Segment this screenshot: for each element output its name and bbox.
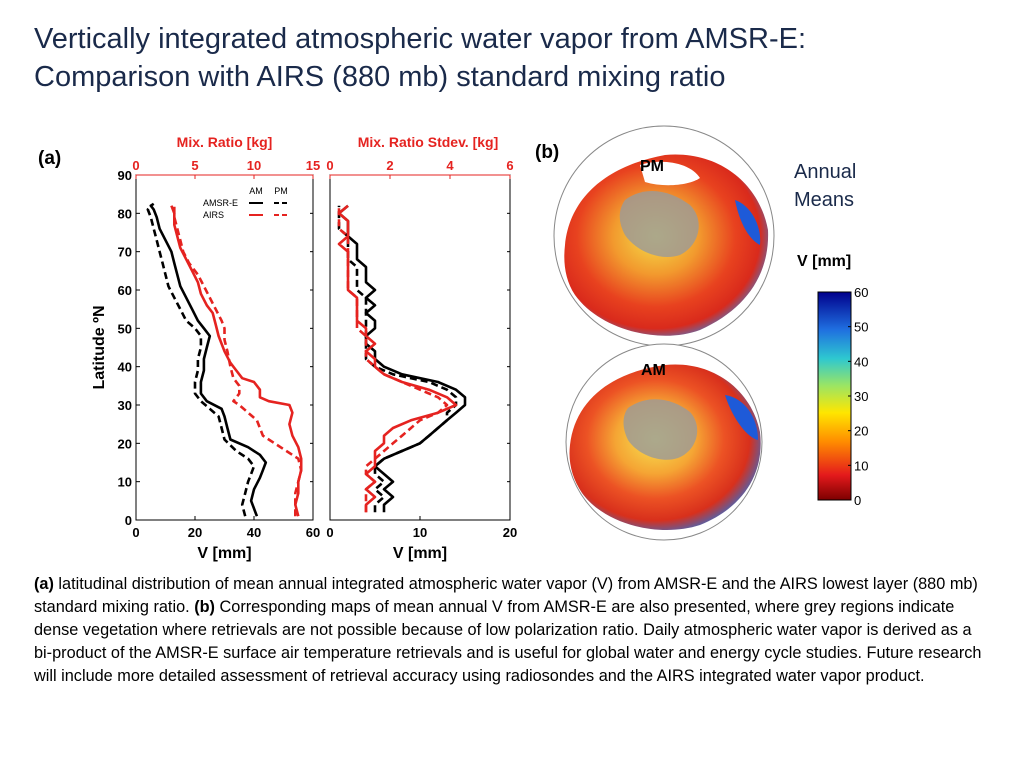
- top-tick-label: 0: [132, 158, 139, 173]
- series-line-airs-am: [170, 205, 303, 517]
- y-tick-label: 50: [118, 321, 132, 336]
- x-tick-label: 60: [306, 525, 320, 540]
- top-tick-label: 10: [247, 158, 261, 173]
- top-axis-title: Mix. Ratio Stdev. [kg]: [358, 134, 499, 150]
- pm-ice-region: [640, 161, 700, 186]
- y-tick-label: 70: [118, 245, 132, 260]
- plot-frame-right: [329, 174, 511, 521]
- legend-header-pm: PM: [274, 186, 288, 196]
- am-label: AM: [641, 362, 666, 379]
- annual-means-line-2: Means: [794, 189, 855, 211]
- y-tick-label: 10: [118, 475, 132, 490]
- top-tick-label: 2: [386, 158, 393, 173]
- y-tick-label: 40: [118, 360, 132, 375]
- series-line-airs-pm: [337, 205, 449, 513]
- x-tick-label: 10: [413, 525, 427, 540]
- series-line-amsr-e-am: [337, 204, 467, 513]
- colorbar-tick-label: 50: [854, 320, 868, 335]
- series-line-amsr-e-pm: [146, 204, 256, 517]
- series-line-airs-am: [337, 204, 458, 513]
- series-line-airs-pm: [173, 205, 303, 517]
- annual-means-line-1: Annual: [794, 161, 857, 183]
- legend-header-am: AM: [249, 186, 263, 196]
- figure-caption: (a) latitudinal distribution of mean ann…: [34, 573, 994, 688]
- top-tick-label: 0: [326, 158, 333, 173]
- caption-b-label: (b): [194, 598, 215, 616]
- panel-b-label: (b): [535, 142, 560, 163]
- colorbar-tick-label: 60: [854, 285, 868, 300]
- x-tick-label: 0: [132, 525, 139, 540]
- slide-title: Vertically integrated atmospheric water …: [34, 20, 994, 96]
- colorbar-title: V [mm]: [797, 253, 852, 270]
- top-tick-label: 15: [306, 158, 320, 173]
- legend: AM PM AMSR-E AIRS: [203, 186, 288, 220]
- am-ocean-high: [725, 395, 758, 440]
- y-tick-label: 90: [118, 168, 132, 183]
- colorbar-tick-label: 20: [854, 424, 868, 439]
- y-tick-label: 20: [118, 436, 132, 451]
- pm-map: [553, 125, 775, 347]
- top-tick-label: 6: [506, 158, 513, 173]
- x-tick-label: 0: [326, 525, 333, 540]
- x-tick-label: 20: [188, 525, 202, 540]
- am-land-mask: [623, 399, 698, 460]
- top-tick-label: 5: [191, 158, 198, 173]
- x-tick-label: 40: [247, 525, 261, 540]
- colorbar-ticks: 60 50 40 30 20 10 0: [848, 285, 868, 508]
- colorbar-tick-label: 40: [854, 354, 868, 369]
- stdev-axes: 0 10 20 0 2 4 6 V [mm] Mix. Ratio Stdev. [kg]: [326, 134, 517, 562]
- caption-a-text: latitudinal distribution of mean annual …: [34, 575, 978, 616]
- colorbar-tick-label: 30: [854, 389, 868, 404]
- plot-frame-left: [135, 174, 314, 521]
- pm-land-mask: [619, 190, 699, 258]
- colorbar-tick-label: 10: [854, 458, 868, 473]
- am-map: [565, 343, 763, 541]
- pm-ocean-high: [735, 200, 761, 245]
- annual-means-label: Annual Means: [794, 158, 856, 214]
- series-line-amsr-e-am: [149, 202, 268, 517]
- title-line-1: Vertically integrated atmospheric water …: [34, 23, 807, 55]
- top-axis-title: Mix. Ratio [kg]: [177, 134, 273, 150]
- top-tick-label: 4: [446, 158, 454, 173]
- colorbar-gradient: [817, 291, 852, 501]
- y-tick-label: 60: [118, 283, 132, 298]
- y-axis-title: Latitude ºN: [91, 305, 108, 389]
- caption-b-text: Corresponding maps of mean annual V from…: [34, 598, 982, 685]
- x-tick-label: 20: [503, 525, 517, 540]
- y-tick-label: 30: [118, 398, 132, 413]
- title-line-2: Comparison with AIRS (880 mb) standard m…: [34, 61, 726, 93]
- x-axis-title: V [mm]: [197, 545, 251, 562]
- legend-row-amsre: AMSR-E: [203, 198, 238, 208]
- caption-a-label: (a): [34, 575, 54, 593]
- colorbar-tick-label: 0: [854, 493, 861, 508]
- legend-row-airs: AIRS: [203, 210, 224, 220]
- y-tick-label: 80: [118, 206, 132, 221]
- pm-label: PM: [640, 158, 664, 175]
- y-tick-label: 0: [125, 513, 132, 528]
- x-axis-title: V [mm]: [393, 545, 447, 562]
- colorbar: 60 50 40 30 20 10 0: [817, 285, 868, 508]
- panel-a-label: (a): [38, 148, 62, 169]
